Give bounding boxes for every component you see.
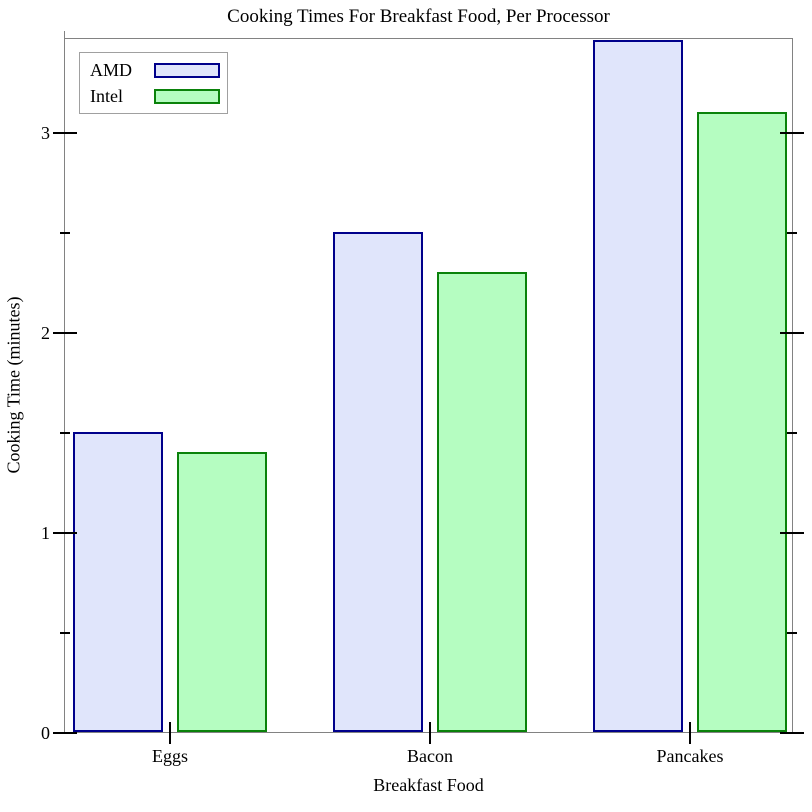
corner-tick (63, 31, 65, 38)
y-tick-label: 1 (41, 523, 50, 543)
bar-amd-pancakes (592, 40, 683, 732)
y-major-tick-left (52, 132, 77, 134)
y-major-tick-right (780, 332, 805, 334)
y-major-tick-right (780, 732, 805, 734)
legend-entry-intel: Intel (90, 86, 220, 106)
y-minor-tick-right (787, 232, 798, 234)
y-tick-label: 3 (41, 123, 50, 143)
bar-amd-eggs (72, 432, 163, 732)
y-minor-tick-right (787, 432, 798, 434)
y-major-tick-right (780, 132, 805, 134)
legend-entry-amd: AMD (90, 60, 220, 80)
legend-swatch-amd (154, 62, 220, 78)
legend-label: Intel (90, 86, 123, 106)
y-tick-label: 2 (41, 323, 50, 343)
y-minor-tick-left (59, 632, 70, 634)
bar-amd-bacon (332, 232, 423, 732)
x-tick (429, 722, 431, 744)
bar-intel-pancakes (696, 112, 787, 732)
bar-intel-eggs (176, 452, 267, 732)
y-major-tick-left (52, 732, 77, 734)
y-minor-tick-left (59, 432, 70, 434)
bar-intel-bacon (436, 272, 527, 732)
legend-label: AMD (90, 60, 133, 80)
plot-area (64, 38, 793, 733)
y-major-tick-left (52, 532, 77, 534)
x-tick (169, 722, 171, 744)
x-tick-label-bacon: Bacon (407, 746, 453, 766)
x-tick-label-pancakes: Pancakes (656, 746, 724, 766)
y-minor-tick-left (59, 232, 70, 234)
x-tick-label-eggs: Eggs (152, 746, 188, 766)
x-tick (689, 722, 691, 744)
y-major-tick-left (52, 332, 77, 334)
chart-title: Cooking Times For Breakfast Food, Per Pr… (227, 6, 610, 27)
y-tick-label: 0 (41, 723, 50, 743)
legend-swatch-intel (154, 88, 220, 104)
x-axis-title: Breakfast Food (373, 775, 484, 795)
y-major-tick-right (780, 532, 805, 534)
y-minor-tick-right (787, 632, 798, 634)
legend: AMD Intel (79, 52, 228, 114)
